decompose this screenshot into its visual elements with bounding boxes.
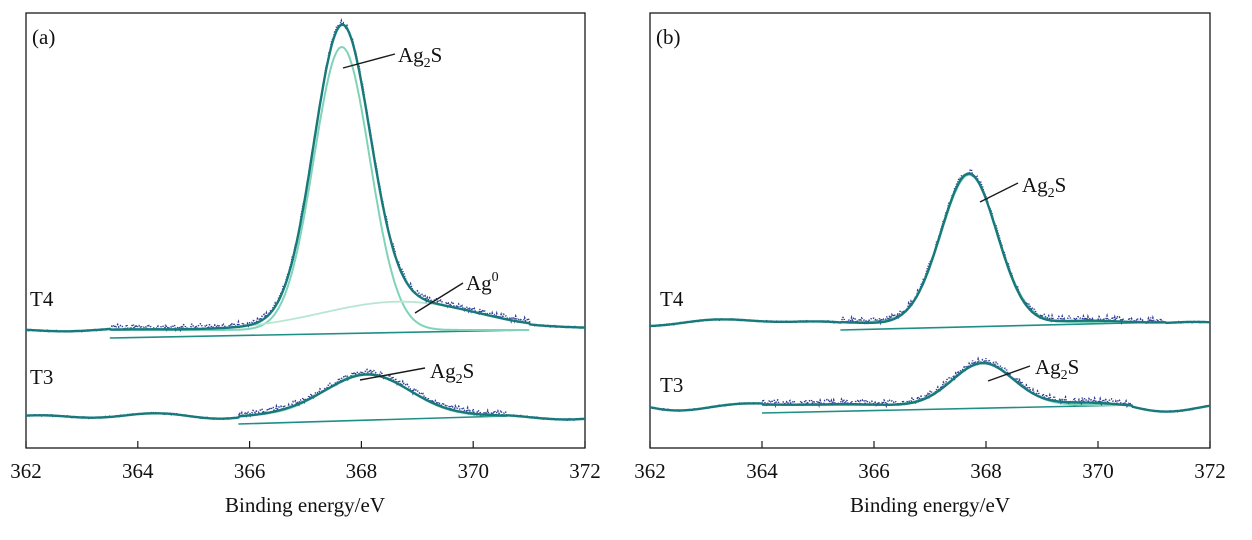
fitted-envelope-t4 [26,23,585,333]
panel-a-frame [25,12,586,449]
x-tick-label: 364 [122,459,154,483]
panel-b-annotations: Ag2S Ag2S [979,173,1079,383]
fitted-envelope-t3 [649,362,1211,413]
annotation-label: Ag2S [1035,355,1079,383]
x-tick-label: 362 [10,459,42,483]
x-tick-label: 372 [1194,459,1226,483]
annotation-leader-line [359,367,426,381]
panel-a-trace-label-t3: T3 [30,365,53,389]
raw-spectrum-t4 [649,168,1211,328]
panel-b-x-ticks: 362 364 366 368 370 372 [634,441,1226,483]
panel-a: (a) Binding energy/eV 362 364 366 368 370 372… [10,12,601,517]
background-baseline [109,329,530,339]
raw-spectrum-t3 [25,367,586,422]
annotation-label: Ag2S [398,43,442,71]
panel-a-trace-label-t4: T4 [30,287,54,311]
panel-b-trace-label-t3: T3 [660,373,683,397]
x-tick-label: 370 [457,459,489,483]
panel-b-curves [649,168,1211,414]
x-tick-label: 364 [746,459,778,483]
panel-b-label: (b) [656,25,681,49]
panel-b-frame [649,12,1211,449]
annotation-leader-line [979,182,1019,203]
raw-spectrum-t4 [25,17,586,333]
panel-a-x-ticks: 362 364 366 368 370 372 [10,441,601,483]
x-tick-label: 366 [234,459,266,483]
x-tick-label: 372 [569,459,601,483]
panel-b: (b) Binding energy/eV 362 364 366 368 370 372… [634,12,1226,517]
x-tick-label: 370 [1082,459,1114,483]
annotation-label: Ag2S [1022,173,1066,201]
background-baseline [238,415,507,425]
fitted-envelope-t4 [650,172,1211,328]
annotation-leader-line [987,365,1031,382]
panel-b-trace-label-t4: T4 [660,287,684,311]
x-tick-label: 368 [346,459,378,483]
background-baseline [840,321,1166,331]
fitted-envelope-t3 [26,373,586,421]
annotation-label: Ag0 [466,270,499,295]
annotation-leader-line [414,282,464,314]
panel-a-annotations: Ag2S Ag0 Ag2S [342,43,499,387]
annotation-leader-line [342,53,396,69]
panel-a-x-axis-label: Binding energy/eV [225,493,385,517]
background-baseline [761,404,1132,414]
raw-spectrum-t3 [649,356,1211,414]
annotation-label: Ag2S [430,359,474,387]
panel-a-label: (a) [32,25,55,49]
x-tick-label: 368 [970,459,1002,483]
x-tick-label: 366 [858,459,890,483]
panel-a-curves [25,17,586,425]
panel-b-x-axis-label: Binding energy/eV [850,493,1010,517]
x-tick-label: 362 [634,459,666,483]
